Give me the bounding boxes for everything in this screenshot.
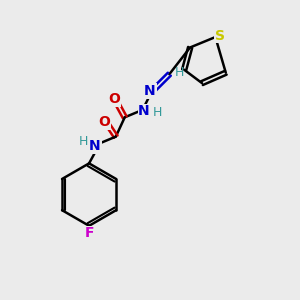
Text: N: N [138,104,150,118]
Text: H: H [153,106,162,119]
Text: S: S [215,28,225,43]
Text: H: H [175,66,184,79]
Text: F: F [84,226,94,240]
Text: N: N [144,84,156,98]
Text: O: O [108,92,120,106]
Text: H: H [78,135,88,148]
Text: N: N [89,140,101,153]
Text: O: O [98,116,110,129]
